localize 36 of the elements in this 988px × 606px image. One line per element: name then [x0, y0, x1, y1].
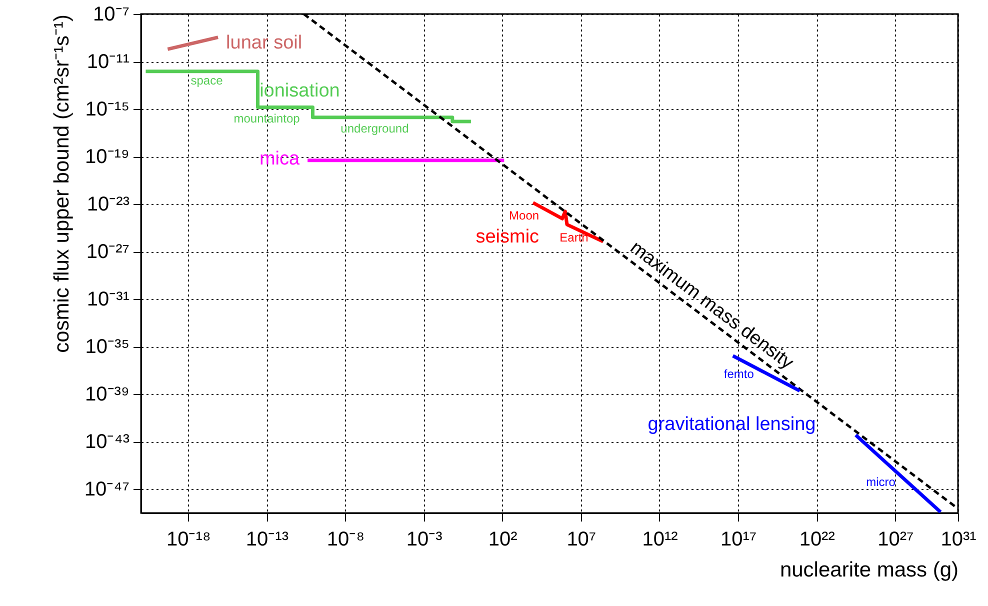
series-label: mica [259, 148, 300, 170]
x-tick-label: 10²² [799, 528, 836, 550]
annotation: micro [866, 475, 896, 490]
y-tick-label: 10⁻⁴³ [85, 431, 130, 454]
y-tick-label: 10⁻¹⁹ [85, 146, 130, 168]
y-tick-label: 10⁻³⁹ [85, 384, 130, 406]
x-tick-label: 10⁻³ [406, 528, 443, 550]
x-tick-label: 10⁻¹³ [246, 528, 289, 550]
x-axis-title: nuclearite mass (g) [780, 558, 958, 582]
y-axis-title: cosmic flux upper bound (cm²sr⁻¹s⁻¹) [50, 14, 74, 353]
y-tick-label: 10⁻³¹ [86, 288, 130, 311]
x-tick-label: 10⁻⁸ [326, 528, 365, 550]
y-tick-label: 10⁻¹⁵ [85, 98, 130, 121]
x-tick-label: 10⁷ [566, 528, 596, 550]
annotation: femto [724, 366, 754, 381]
x-tick-label: 10⁻¹⁸ [166, 528, 211, 550]
y-tick-label: 10⁻⁴⁷ [84, 478, 130, 501]
y-tick-label: 10⁻³⁵ [85, 336, 130, 358]
series-label: seismic [476, 226, 540, 248]
x-tick-label: 10²⁷ [878, 528, 914, 550]
y-tick-label: 10⁻²³ [86, 194, 130, 216]
x-tick-label: 10³¹ [940, 528, 977, 550]
y-tick-label: 10⁻⁷ [93, 4, 130, 26]
annotation: Earth [560, 230, 588, 245]
x-tick-label: 10¹² [642, 528, 678, 550]
x-tick-label: 10¹⁷ [720, 528, 757, 550]
y-tick-label: 10⁻¹¹ [86, 51, 130, 74]
y-tick-label: 10⁻²⁷ [86, 241, 130, 264]
series-label: lunar soil [226, 32, 302, 54]
annotation: Moon [509, 208, 540, 223]
x-tick-label: 10² [488, 528, 518, 550]
annotation: mountaintop [234, 111, 300, 126]
annotation: underground [340, 121, 409, 136]
annotation: space [190, 73, 224, 88]
series-label: gravitational lensing [648, 414, 816, 436]
series-label: ionisation [260, 80, 340, 102]
